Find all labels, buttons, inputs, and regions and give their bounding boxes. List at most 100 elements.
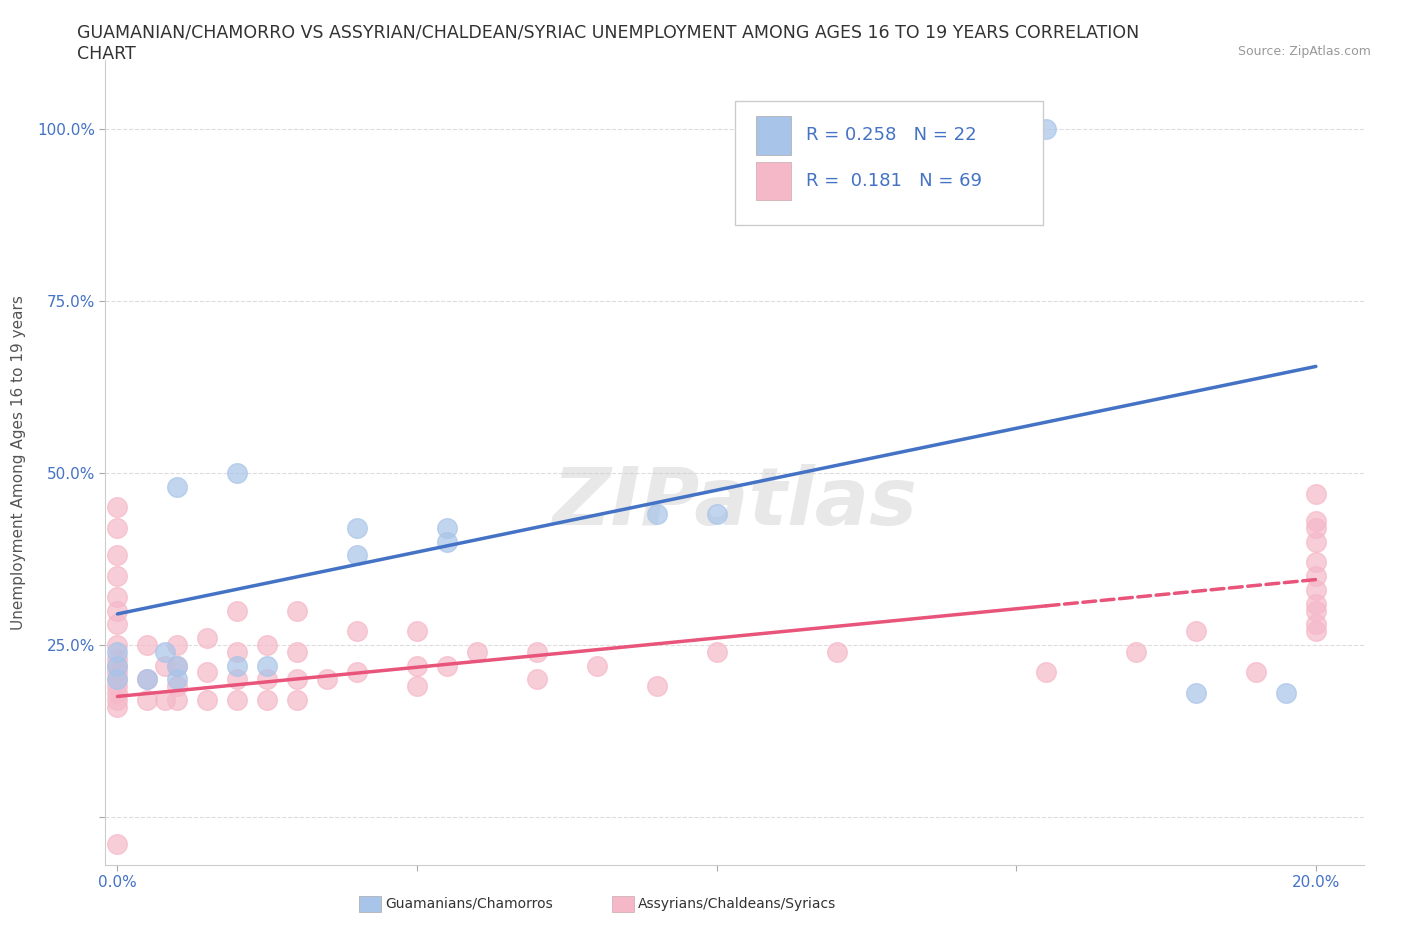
Point <box>107 685 129 700</box>
Point <box>1305 603 1327 618</box>
Point <box>136 671 159 686</box>
Point <box>155 644 177 659</box>
Point <box>107 644 129 659</box>
Point <box>1305 617 1327 631</box>
Point <box>526 644 548 659</box>
Point <box>436 535 458 550</box>
Bar <box>756 116 792 154</box>
Point <box>316 671 339 686</box>
Point <box>1305 555 1327 570</box>
Point <box>195 693 218 708</box>
Text: R = 0.258   N = 22: R = 0.258 N = 22 <box>807 126 977 144</box>
Point <box>706 644 728 659</box>
Point <box>107 679 129 694</box>
Point <box>765 122 787 137</box>
Point <box>1035 665 1057 680</box>
Point <box>285 603 308 618</box>
Point <box>166 693 188 708</box>
Point <box>1305 624 1327 639</box>
Point <box>166 671 188 686</box>
Point <box>226 658 249 673</box>
Point <box>645 507 668 522</box>
Point <box>1305 568 1327 583</box>
Point <box>465 644 488 659</box>
Point <box>346 624 368 639</box>
Point <box>226 466 249 481</box>
Point <box>155 658 177 673</box>
Point <box>1305 596 1327 611</box>
Point <box>136 637 159 652</box>
Point <box>645 679 668 694</box>
Point <box>1185 685 1208 700</box>
Point <box>1035 122 1057 137</box>
Point <box>226 693 249 708</box>
Point <box>107 590 129 604</box>
Point <box>256 658 278 673</box>
Text: ZIPatlas: ZIPatlas <box>553 464 917 542</box>
Point <box>1275 685 1298 700</box>
Point <box>107 837 129 852</box>
Point <box>706 507 728 522</box>
Point <box>825 644 848 659</box>
Point <box>285 671 308 686</box>
Point <box>226 671 249 686</box>
Point <box>107 548 129 563</box>
Point <box>1185 624 1208 639</box>
Point <box>346 521 368 536</box>
Point <box>585 658 607 673</box>
Point <box>107 521 129 536</box>
Point <box>256 671 278 686</box>
Text: Guamanians/Chamorros: Guamanians/Chamorros <box>385 897 553 911</box>
Text: GUAMANIAN/CHAMORRO VS ASSYRIAN/CHALDEAN/SYRIAC UNEMPLOYMENT AMONG AGES 16 TO 19 : GUAMANIAN/CHAMORRO VS ASSYRIAN/CHALDEAN/… <box>77 23 1140 41</box>
Point <box>155 693 177 708</box>
Point <box>1305 513 1327 528</box>
Point <box>107 665 129 680</box>
Point <box>166 479 188 494</box>
Point <box>226 644 249 659</box>
Point <box>735 122 758 137</box>
Point <box>107 699 129 714</box>
Text: CHART: CHART <box>77 45 136 62</box>
Point <box>346 548 368 563</box>
Point <box>107 617 129 631</box>
Point <box>107 671 129 686</box>
Point <box>107 671 129 686</box>
Point <box>107 651 129 666</box>
Point <box>285 644 308 659</box>
Point <box>436 521 458 536</box>
Point <box>166 658 188 673</box>
Point <box>166 679 188 694</box>
Point <box>526 671 548 686</box>
Y-axis label: Unemployment Among Ages 16 to 19 years: Unemployment Among Ages 16 to 19 years <box>11 295 25 631</box>
FancyBboxPatch shape <box>734 100 1043 225</box>
Point <box>406 679 429 694</box>
Point <box>1305 535 1327 550</box>
Bar <box>756 162 792 201</box>
Point <box>226 603 249 618</box>
Text: R =  0.181   N = 69: R = 0.181 N = 69 <box>807 172 983 190</box>
Point <box>166 658 188 673</box>
Point <box>1305 521 1327 536</box>
Point <box>406 624 429 639</box>
Text: Source: ZipAtlas.com: Source: ZipAtlas.com <box>1237 45 1371 58</box>
Point <box>107 693 129 708</box>
Point <box>107 637 129 652</box>
Point <box>195 631 218 645</box>
Point <box>406 658 429 673</box>
Point <box>136 671 159 686</box>
Point <box>107 568 129 583</box>
Point <box>1244 665 1267 680</box>
Point <box>256 693 278 708</box>
Point <box>1305 486 1327 501</box>
Point <box>285 693 308 708</box>
Point <box>107 658 129 673</box>
Point <box>256 637 278 652</box>
Text: Assyrians/Chaldeans/Syriacs: Assyrians/Chaldeans/Syriacs <box>638 897 837 911</box>
Point <box>107 603 129 618</box>
Point <box>107 500 129 515</box>
Point <box>107 658 129 673</box>
Point <box>136 693 159 708</box>
Point <box>195 665 218 680</box>
Point <box>1305 582 1327 597</box>
Point <box>1125 644 1147 659</box>
